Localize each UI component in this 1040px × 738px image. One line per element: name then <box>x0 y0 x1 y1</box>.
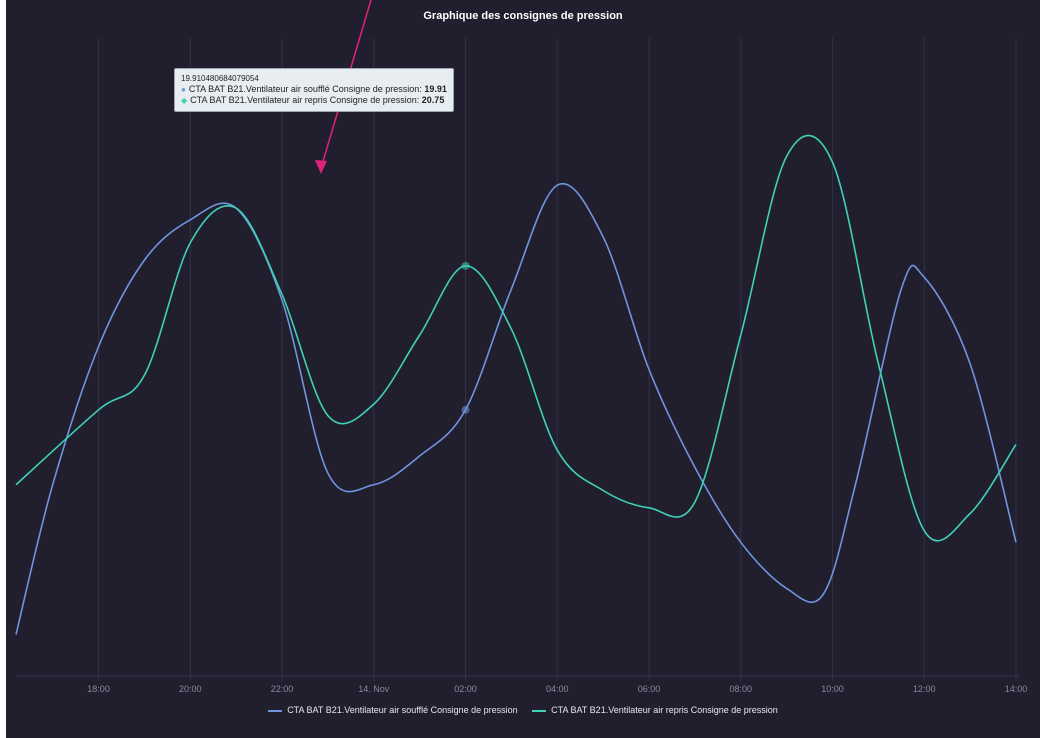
x-tick-label: 22:00 <box>271 684 294 694</box>
chart-title: Graphique des consignes de pression <box>423 10 623 22</box>
grid-lines <box>16 38 1020 677</box>
legend-swatch-air-souffle <box>268 709 283 712</box>
tooltip-row-air-repris: ◆ CTA BAT B21.Ventilateur air repris Cons… <box>181 95 445 105</box>
legend-swatch-air-repris <box>532 709 547 712</box>
series-lines <box>15 134 1017 635</box>
chart-tooltip: 19.910480684079054 ● CTA BAT B21.Ventilat… <box>174 68 454 112</box>
tooltip-bullet-icon: ● <box>181 85 186 94</box>
hover-markers <box>461 261 470 414</box>
chart-plot[interactable]: 18:00 20:00 22:00 14. Nov 02:00 04:00 06:00 08:… <box>6 0 1040 738</box>
x-tick-label: 02:00 <box>454 684 477 694</box>
series-line-air-repris <box>15 134 1017 542</box>
hover-marker-point <box>461 405 470 414</box>
legend-item-air-souffle[interactable]: CTA BAT B21.Ventilateur air soufflé Cons… <box>268 705 518 715</box>
chart-panel: Graphique des consignes de pression 18:0… <box>6 0 1040 738</box>
x-tick-label: 10:00 <box>821 684 844 694</box>
x-tick-label: 08:00 <box>730 684 753 694</box>
tooltip-value: 19.91 <box>424 84 447 94</box>
tooltip-series-label: CTA BAT B21.Ventilateur air repris Consi… <box>190 95 417 105</box>
x-tick-label: 20:00 <box>179 684 202 694</box>
annotation-arrow-head <box>315 160 327 174</box>
tooltip-row-air-souffle: ● CTA BAT B21.Ventilateur air soufflé Con… <box>181 84 447 94</box>
chart-legend: CTA BAT B21.Ventilateur air soufflé Cons… <box>6 705 1040 715</box>
tooltip-header: 19.910480684079054 <box>181 74 259 83</box>
x-tick-label: 12:00 <box>913 684 936 694</box>
legend-item-air-repris[interactable]: CTA BAT B21.Ventilateur air repris Consi… <box>532 705 778 715</box>
series-line-air-souffle <box>15 182 1017 635</box>
tooltip-series-label: CTA BAT B21.Ventilateur air soufflé Cons… <box>188 84 420 94</box>
x-tick-label: 06:00 <box>638 684 661 694</box>
x-tick-label: 14. Nov <box>358 684 390 694</box>
x-axis-ticks: 18:00 20:00 22:00 14. Nov 02:00 04:00 06:00 08:… <box>87 676 1027 694</box>
x-tick-label: 04:00 <box>546 684 569 694</box>
legend-label-air-repris: CTA BAT B21.Ventilateur air repris Consi… <box>551 705 778 715</box>
x-tick-label: 18:00 <box>87 684 110 694</box>
tooltip-value: 20.75 <box>421 95 445 105</box>
hover-marker-point <box>461 261 470 270</box>
tooltip-bullet-icon: ◆ <box>181 96 188 105</box>
legend-label-air-souffle: CTA BAT B21.Ventilateur air soufflé Cons… <box>287 705 518 715</box>
x-tick-label: 14:00 <box>1005 684 1028 694</box>
